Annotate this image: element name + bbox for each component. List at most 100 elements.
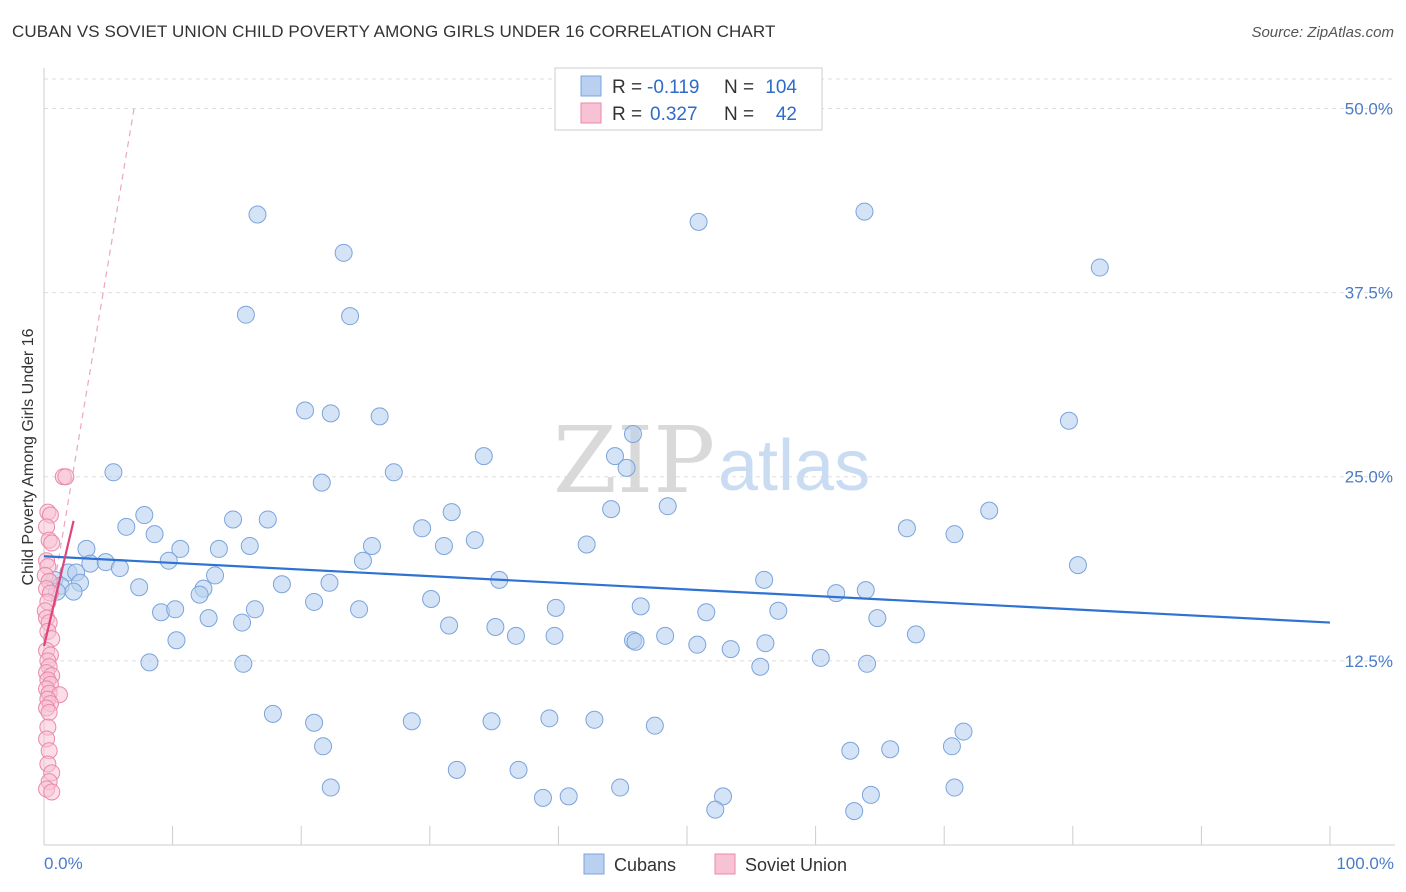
bottom-legend-swatch-soviet [714, 853, 736, 875]
cubans-point [697, 603, 716, 622]
cubans-point [402, 712, 421, 731]
x-ticks [43, 826, 1331, 845]
cubans-point [110, 559, 129, 578]
cubans-point [245, 600, 264, 619]
y-tick-label: 12.5% [1345, 652, 1393, 671]
cubans-point [224, 510, 243, 529]
cubans-point [341, 307, 360, 326]
legend-swatch-soviet [580, 102, 602, 124]
cubans-point [688, 635, 707, 654]
cubans-point [858, 654, 877, 673]
cubans-point [845, 802, 864, 821]
y-tick-label: 50.0% [1345, 99, 1393, 118]
cubans-point [321, 778, 340, 797]
cubans-point [166, 600, 185, 619]
cubans-trend-line [43, 555, 1331, 624]
cubans-point [258, 510, 277, 529]
cubans-point [855, 202, 874, 221]
cubans-point [755, 570, 774, 589]
legend-swatch-cubans [580, 75, 602, 97]
cubans-point [233, 613, 252, 632]
cubans-point [77, 539, 96, 558]
x-tick-label-max: 100.0% [1336, 854, 1394, 873]
cubans-point [706, 800, 725, 819]
legend-r-value-cubans: -0.119 [647, 77, 699, 98]
cubans-point [64, 582, 83, 601]
cubans-point [130, 578, 149, 597]
x-tick-label-min: 0.0% [44, 854, 83, 873]
legend-n-value-soviet: 42 [776, 104, 797, 125]
cubans-point [751, 657, 770, 676]
cubans-point [296, 401, 315, 420]
cubans-point [980, 501, 999, 520]
y-tick-label: 37.5% [1345, 284, 1393, 303]
bottom-legend-soviet: Soviet Union [745, 855, 847, 875]
legend-r-label-cubans: R = [612, 77, 642, 98]
cubans-point [240, 536, 259, 555]
cubans-point [897, 519, 916, 538]
soviet-point [40, 703, 58, 721]
cubans-point [861, 785, 880, 804]
series-legend: Cubans Soviet Union [583, 853, 847, 875]
cubans-point [190, 585, 209, 604]
source-label: Source: ZipAtlas.com [1251, 24, 1394, 41]
cubans-point [623, 425, 642, 444]
y-axis-label: Child Poverty Among Girls Under 16 [20, 328, 37, 585]
cubans-point [447, 760, 466, 779]
cubans-point [350, 600, 369, 619]
watermark-zip: ZIP [553, 407, 715, 514]
cubans-point [1090, 258, 1109, 277]
cubans-point [320, 573, 339, 592]
cubans-point [236, 305, 255, 324]
bottom-legend-cubans: Cubans [614, 855, 676, 875]
cubans-point [868, 609, 887, 628]
cubans-point [611, 778, 630, 797]
cubans-point [440, 616, 459, 635]
cubans-point [546, 598, 565, 617]
cubans-point [756, 634, 775, 653]
cubans-point [474, 447, 493, 466]
cubans-point [769, 601, 788, 620]
cubans-point [585, 710, 604, 729]
bottom-legend-swatch-cubans [583, 853, 605, 875]
cubans-point [626, 632, 645, 651]
cubans-point [263, 704, 282, 723]
cubans-point [199, 609, 218, 628]
cubans-point [841, 741, 860, 760]
cubans-point [145, 525, 164, 544]
soviet-point [43, 534, 61, 552]
cubans-point [1059, 411, 1078, 430]
cubans-point [312, 473, 331, 492]
cubans-point [811, 648, 830, 667]
cubans-point [827, 584, 846, 603]
cubans-point [442, 503, 461, 522]
cubans-point [714, 787, 733, 806]
cubans-point [465, 531, 484, 550]
y-tick-label: 25.0% [1345, 468, 1393, 487]
cubans-point [135, 506, 154, 525]
soviet-points [36, 468, 1331, 801]
cubans-point [305, 713, 324, 732]
cubans-point [171, 539, 190, 558]
cubans-point [533, 788, 552, 807]
cubans-point [658, 497, 677, 516]
cubans-point [248, 205, 267, 224]
cubans-point [559, 787, 578, 806]
cubans-point [206, 566, 225, 585]
cubans-point [384, 463, 403, 482]
cubans-point [334, 243, 353, 262]
cubans-point [422, 589, 441, 608]
chart-title: CUBAN VS SOVIET UNION CHILD POVERTY AMON… [12, 22, 776, 41]
cubans-point [881, 740, 900, 759]
cubans-point [434, 536, 453, 555]
cubans-point [167, 631, 186, 650]
soviet-point [43, 783, 61, 801]
cubans-point [721, 640, 740, 659]
cubans-point [942, 737, 961, 756]
legend-n-label-cubans: N = [724, 77, 754, 98]
cubans-point [353, 551, 372, 570]
cubans-point [104, 463, 123, 482]
cubans-point [272, 575, 291, 594]
cubans-point [656, 626, 675, 645]
